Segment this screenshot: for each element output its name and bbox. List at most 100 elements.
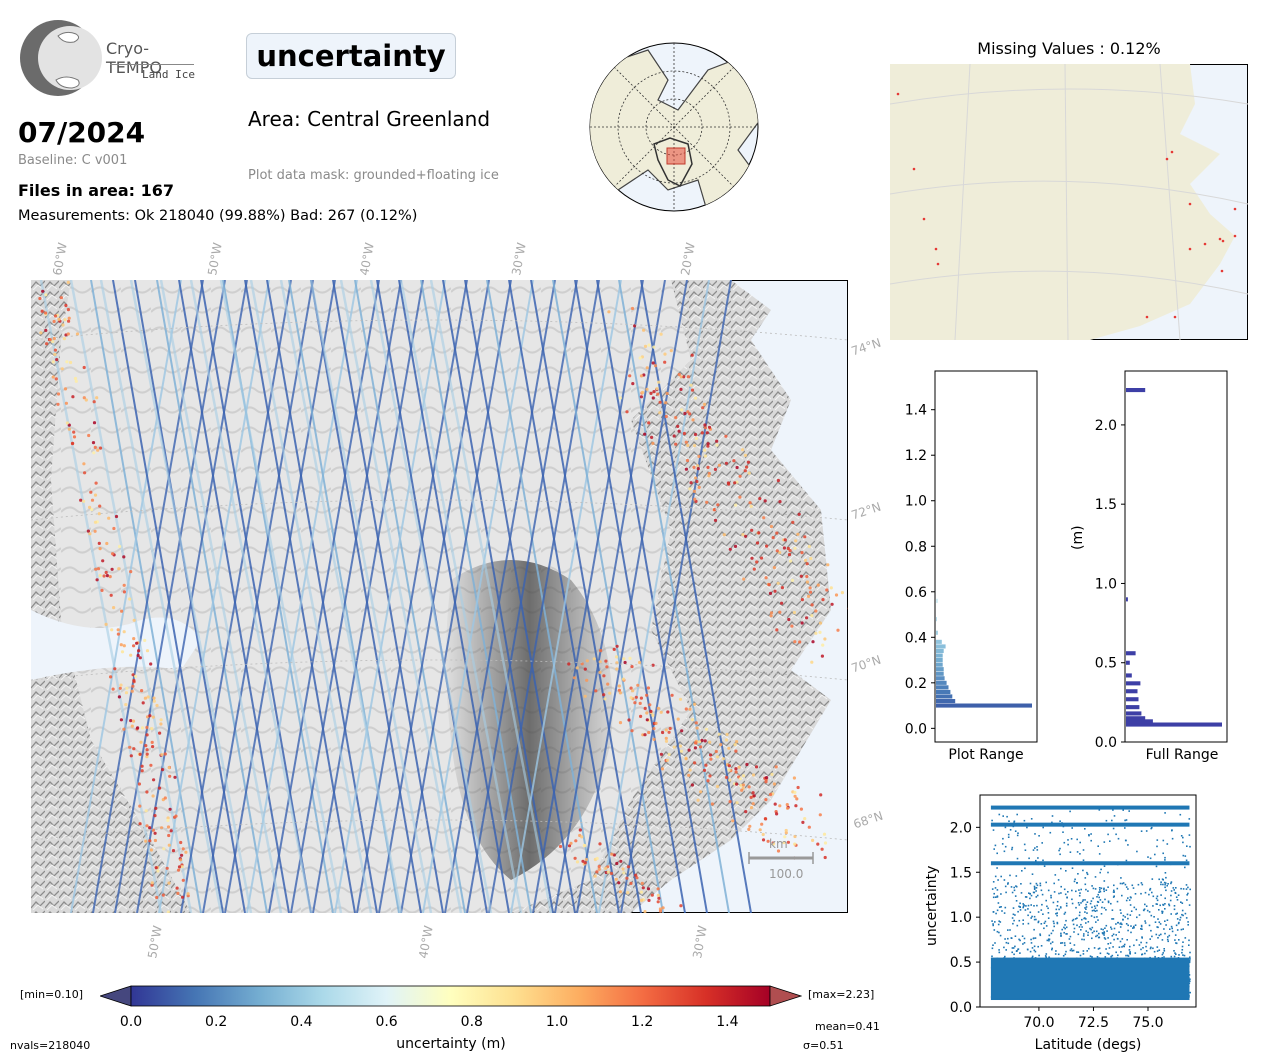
scatter-point — [1175, 913, 1177, 915]
measurement-dot — [116, 632, 120, 636]
measurement-dot — [45, 342, 49, 346]
measurement-dot — [155, 703, 159, 708]
scatter-point — [1030, 938, 1032, 941]
scatter-point — [1179, 916, 1182, 919]
hist-bar — [936, 671, 944, 676]
measurement-dot — [595, 870, 599, 874]
measurement-dot — [669, 349, 673, 353]
scatter-point — [1133, 925, 1135, 928]
measurement-dot — [765, 776, 769, 780]
measurement-dot — [643, 344, 648, 348]
measurement-dot — [734, 749, 738, 753]
measurement-dot — [687, 773, 691, 777]
scatter-point — [1112, 809, 1114, 811]
scatter-point — [1098, 936, 1101, 939]
scatter-point — [1164, 908, 1166, 910]
measurement-dot — [617, 684, 621, 688]
scatter-point — [996, 852, 998, 855]
measurement-dot — [704, 763, 708, 767]
track-line — [219, 280, 343, 913]
scatter-point — [1085, 903, 1087, 906]
missing-point — [1145, 315, 1149, 319]
scatter-point — [1084, 907, 1086, 909]
scatter-point — [1122, 809, 1124, 811]
measurement-dot — [63, 387, 68, 391]
missing-point — [1203, 242, 1207, 246]
scatter-point — [1077, 873, 1079, 875]
scatter-point — [1066, 933, 1068, 935]
track-line — [369, 280, 493, 913]
scatter-point — [1187, 924, 1189, 926]
scatter-point — [1145, 905, 1148, 907]
scatter-point — [1028, 857, 1030, 860]
measurement-dot — [639, 898, 644, 903]
measurement-dot — [688, 487, 692, 491]
scatter-point — [1170, 894, 1172, 897]
measurement-dot — [158, 786, 162, 790]
measurement-dot — [160, 826, 164, 830]
measurement-dot — [733, 544, 738, 548]
measurement-dot — [144, 839, 148, 843]
scatter-point — [1007, 836, 1010, 838]
measurement-dot — [697, 740, 702, 744]
measurement-dot — [167, 833, 171, 838]
scatter-point — [1011, 951, 1013, 954]
scatter-band — [990, 805, 1190, 810]
measurement-dot — [703, 426, 708, 430]
scatter-point — [1091, 909, 1094, 912]
scatter-point — [1072, 923, 1075, 926]
scatter-point — [1071, 898, 1073, 901]
scatter-point — [1081, 926, 1083, 928]
scatter-point — [1071, 889, 1073, 892]
measurement-dot — [661, 906, 665, 910]
scatter-point — [1161, 953, 1164, 956]
measurement-dot — [580, 835, 584, 839]
scatter-point — [1000, 875, 1002, 878]
scatter-point — [992, 896, 995, 899]
scatter-point — [1062, 831, 1064, 833]
measurement-dot — [738, 495, 742, 499]
scatter-point — [1156, 839, 1159, 841]
scatter-point — [1183, 954, 1186, 957]
scatter-point — [1094, 876, 1097, 878]
measurement-dot — [778, 804, 782, 808]
scatter-point — [998, 951, 1001, 954]
scatter-point — [1102, 928, 1104, 931]
measurement-dot — [55, 358, 59, 362]
measurement-dot — [578, 828, 582, 832]
scatter-point — [1035, 896, 1038, 898]
measurement-dot — [683, 411, 687, 416]
missing-point — [1221, 239, 1225, 243]
scatter-point — [1076, 838, 1078, 841]
scatter-point — [1039, 884, 1042, 887]
scatter-point — [1142, 909, 1145, 911]
scatter-point — [1141, 953, 1144, 955]
missing-point — [934, 247, 938, 251]
measurement-dot — [625, 410, 629, 414]
measurement-dot — [685, 458, 690, 463]
scatter-point — [1130, 931, 1132, 934]
measurement-dot — [629, 696, 633, 700]
measurement-dot — [582, 843, 587, 848]
missing-point — [1218, 237, 1222, 241]
measurement-dot — [629, 686, 633, 690]
measurement-dot — [131, 684, 135, 688]
track-line — [70, 280, 182, 913]
measurement-dot — [641, 390, 645, 394]
measurement-dot — [44, 328, 48, 332]
scatter-point — [1055, 950, 1057, 952]
scatter-point — [1149, 889, 1151, 891]
track-line — [488, 280, 600, 913]
sigma-label: σ=0.51 — [803, 1039, 844, 1052]
scatter-point — [1090, 839, 1092, 842]
scatter-point — [992, 924, 994, 927]
scatter-point — [1086, 871, 1088, 874]
measurement-dot — [59, 296, 63, 300]
measurement-dot — [599, 649, 603, 653]
measurement-dot — [163, 796, 167, 800]
measurement-dot — [714, 749, 718, 754]
scatter-point — [1106, 930, 1108, 932]
measurement-dot — [122, 590, 126, 594]
measurement-dot — [799, 807, 804, 811]
scatter-point — [997, 902, 1000, 904]
